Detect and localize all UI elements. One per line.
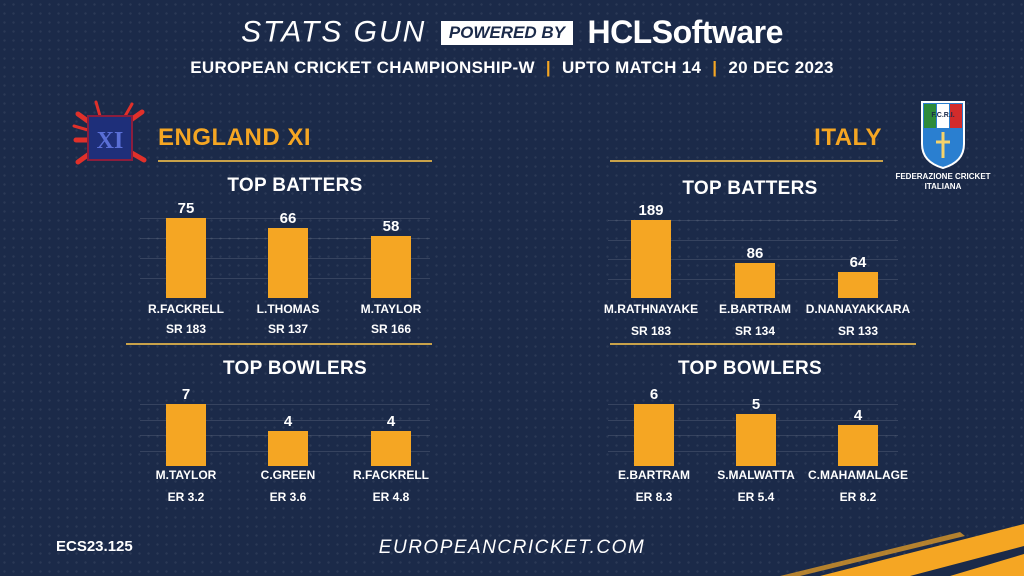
italy-top-bowlers-bar: [736, 414, 776, 466]
england-xi-top-batters-bar: [371, 236, 411, 298]
italy-top-batters-bar: [735, 263, 775, 298]
italy-top-bowlers-bar: [838, 425, 878, 466]
italy-top-batters-bar: [631, 220, 671, 298]
player-name-label: M.TAYLOR: [360, 302, 422, 316]
svg-text:XI: XI: [97, 128, 124, 154]
gridline: [140, 419, 430, 421]
player-name-label: C.MAHAMALAGE: [808, 468, 908, 482]
competition-subtitle: EUROPEAN CRICKET CHAMPIONSHIP-W | UPTO M…: [0, 58, 1024, 78]
divider: [610, 160, 883, 162]
player-rate-label: SR 166: [370, 322, 412, 336]
graphic-code: ECS23.125: [56, 538, 133, 555]
player-rate-label: ER 8.3: [635, 490, 673, 504]
competition-name: EUROPEAN CRICKET CHAMPIONSHIP-W: [190, 58, 535, 77]
player-rate-label: ER 3.6: [269, 490, 307, 504]
bar-value-label: 86: [746, 245, 764, 262]
website-link[interactable]: EUROPEANCRICKET.COM: [378, 537, 646, 558]
gridline: [140, 404, 430, 405]
divider: [126, 343, 432, 345]
divider: [158, 160, 432, 162]
fcri-logo-text: F.C.R.I.: [931, 112, 954, 119]
player-rate-label: SR 134: [734, 324, 776, 338]
player-rate-label: ER 5.4: [737, 490, 775, 504]
gridline: [608, 220, 898, 221]
italy-federation-logo: F.C.R.I.: [921, 101, 965, 170]
player-rate-label: ER 3.2: [167, 490, 205, 504]
player-name-label: S.MALWATTA: [717, 468, 795, 482]
section-title-italy-bowlers: TOP BOWLERS: [677, 358, 823, 379]
sponsor-logo: HCLSoftware: [587, 14, 783, 50]
player-rate-label: SR 137: [267, 322, 309, 336]
powered-by-badge: POWERED BY: [440, 20, 573, 45]
player-name-label: M.TAYLOR: [155, 468, 217, 482]
brand-header: STATS GUN POWERED BY HCLSoftware: [0, 14, 1024, 51]
player-rate-label: SR 183: [630, 324, 672, 338]
england-xi-top-bowlers-bar: [371, 431, 411, 466]
england-xi-top-batters-bar: [268, 228, 308, 298]
separator: |: [545, 58, 551, 77]
bar-value-label: 75: [177, 200, 195, 217]
divider: [610, 343, 916, 345]
upto-match: UPTO MATCH 14: [561, 58, 702, 77]
section-title-italy-batters: TOP BATTERS: [682, 178, 818, 199]
date: 20 DEC 2023: [728, 58, 834, 77]
bar-value-label: 6: [649, 386, 659, 403]
england-xi-top-batters-bar: [166, 218, 206, 298]
bar-value-label: 58: [382, 218, 400, 235]
italy-top-bowlers-bar: [634, 404, 674, 466]
player-name-label: C.GREEN: [260, 468, 316, 482]
player-name-label: D.NANAYAKKARA: [805, 302, 911, 316]
bar-value-label: 7: [181, 386, 191, 403]
bar-value-label: 4: [283, 413, 293, 430]
decorative-swoosh: [780, 524, 1024, 576]
bar-value-label: 4: [386, 413, 396, 430]
player-rate-label: ER 4.8: [372, 490, 410, 504]
england-xi-top-bowlers-bar: [166, 404, 206, 466]
bar-value-label: 5: [751, 396, 761, 413]
gridline: [140, 218, 430, 219]
section-title-england-batters: TOP BATTERS: [227, 175, 363, 196]
player-name-label: R.FACKRELL: [148, 302, 224, 316]
player-name-label: E.BARTRAM: [618, 468, 690, 482]
bar-value-label: 66: [279, 210, 297, 227]
player-rate-label: ER 8.2: [839, 490, 877, 504]
bar-value-label: 189: [638, 202, 664, 219]
bar-value-label: 64: [849, 254, 867, 271]
england-xi-logo: XI: [72, 100, 147, 165]
gridline: [608, 259, 898, 260]
section-title-england-bowlers: TOP BOWLERS: [222, 358, 368, 379]
player-rate-label: SR 133: [837, 324, 879, 338]
separator: |: [712, 58, 718, 77]
player-rate-label: SR 183: [165, 322, 207, 336]
brand-title: STATS GUN: [241, 15, 427, 49]
team-name-england: ENGLAND XI: [158, 124, 312, 151]
bar-value-label: 4: [853, 407, 863, 424]
italy-top-batters-bar: [838, 272, 878, 298]
england-xi-top-bowlers-bar: [268, 431, 308, 466]
federation-caption: FEDERAZIONE CRICKET ITALIANA: [895, 172, 991, 191]
player-name-label: L.THOMAS: [256, 302, 320, 316]
team-name-italy: ITALY: [814, 124, 882, 151]
player-name-label: R.FACKRELL: [353, 468, 429, 482]
gridline: [608, 404, 898, 405]
player-name-label: E.BARTRAM: [719, 302, 791, 316]
gridline: [608, 239, 898, 241]
player-name-label: M.RATHNAYAKE: [603, 302, 699, 316]
